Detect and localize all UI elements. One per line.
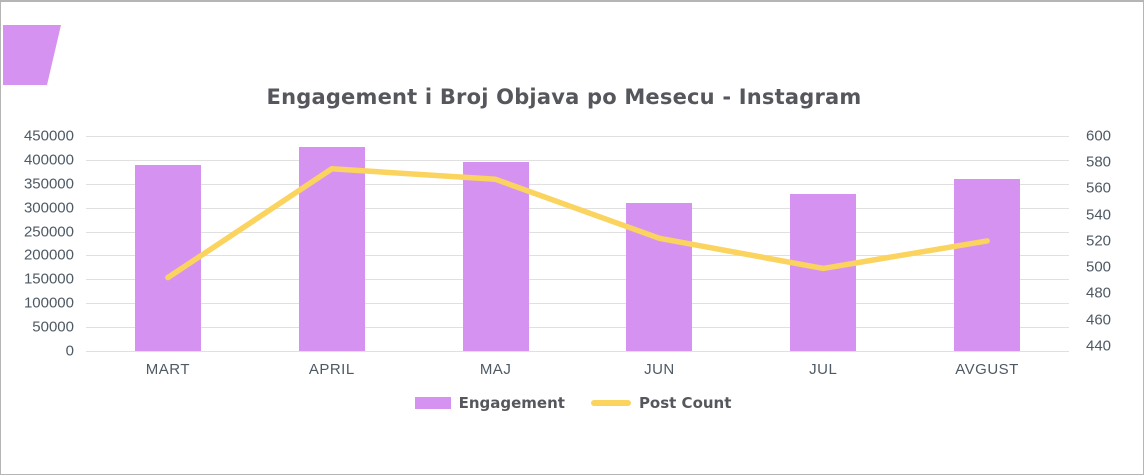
y-axis-right-tick-label: 520 bbox=[1086, 232, 1112, 250]
gridline bbox=[86, 303, 1069, 305]
gridline bbox=[86, 255, 1069, 257]
legend-swatch-engagement bbox=[414, 397, 451, 409]
y-axis-left-tick-label: 400000 bbox=[23, 151, 74, 169]
y-axis-left-tick-label: 300000 bbox=[23, 199, 74, 217]
y-axis-left-tick-label: 350000 bbox=[23, 175, 74, 193]
post-count-line bbox=[165, 166, 990, 281]
bar-engagement bbox=[462, 161, 529, 351]
gridline bbox=[86, 159, 1069, 161]
y-axis-left-tick-label: 200000 bbox=[23, 246, 74, 264]
y-axis-right-tick-label: 440 bbox=[1086, 337, 1112, 355]
y-axis-right-tick-label: 580 bbox=[1086, 153, 1112, 171]
x-axis-label: APRIL bbox=[308, 361, 355, 378]
gridline bbox=[86, 279, 1069, 281]
y-axis-left-tick-label: 450000 bbox=[23, 127, 74, 145]
brand-mark-icon bbox=[3, 25, 61, 85]
chart-title: Engagement i Broj Objava po Mesecu - Ins… bbox=[266, 85, 862, 109]
gridline bbox=[86, 183, 1069, 185]
x-axis-label: MAJ bbox=[479, 361, 512, 378]
legend-label-engagement: Engagement bbox=[458, 394, 565, 412]
legend-item-engagement: Engagement bbox=[414, 394, 565, 412]
gridline bbox=[86, 327, 1069, 329]
legend-item-post-count: Post Count bbox=[590, 394, 732, 412]
gridline bbox=[86, 136, 1069, 137]
x-axis-label: JUL bbox=[809, 361, 838, 378]
y-axis-right-tick-label: 540 bbox=[1086, 206, 1112, 224]
x-axis-label: JUN bbox=[644, 361, 675, 378]
y-axis-left-tick-label: 50000 bbox=[32, 318, 74, 336]
y-axis-right-tick-label: 460 bbox=[1086, 311, 1112, 329]
y-axis-left-tick-label: 250000 bbox=[23, 223, 74, 241]
y-axis-left-tick-label: 100000 bbox=[23, 294, 74, 312]
gridline bbox=[86, 351, 1069, 352]
y-axis-left-tick-label: 150000 bbox=[23, 270, 74, 288]
y-axis-right-tick-label: 480 bbox=[1086, 284, 1112, 302]
y-axis-right-tick-label: 500 bbox=[1086, 258, 1112, 276]
bar-engagement bbox=[134, 164, 201, 351]
y-axis-right-tick-label: 600 bbox=[1086, 127, 1112, 145]
bar-engagement bbox=[790, 194, 857, 351]
x-axis-label: MART bbox=[145, 361, 191, 378]
plot-area bbox=[86, 136, 1069, 352]
y-axis-right-tick-label: 560 bbox=[1086, 179, 1112, 197]
legend-label-post-count: Post Count bbox=[638, 394, 732, 412]
bar-engagement bbox=[954, 178, 1021, 351]
x-axis-label: AVGUST bbox=[955, 361, 1019, 378]
legend-swatch-post-count bbox=[590, 400, 631, 406]
legend: Engagement Post Count bbox=[1, 394, 1143, 412]
y-axis-left-tick-label: 0 bbox=[65, 342, 74, 360]
gridline bbox=[86, 231, 1069, 233]
